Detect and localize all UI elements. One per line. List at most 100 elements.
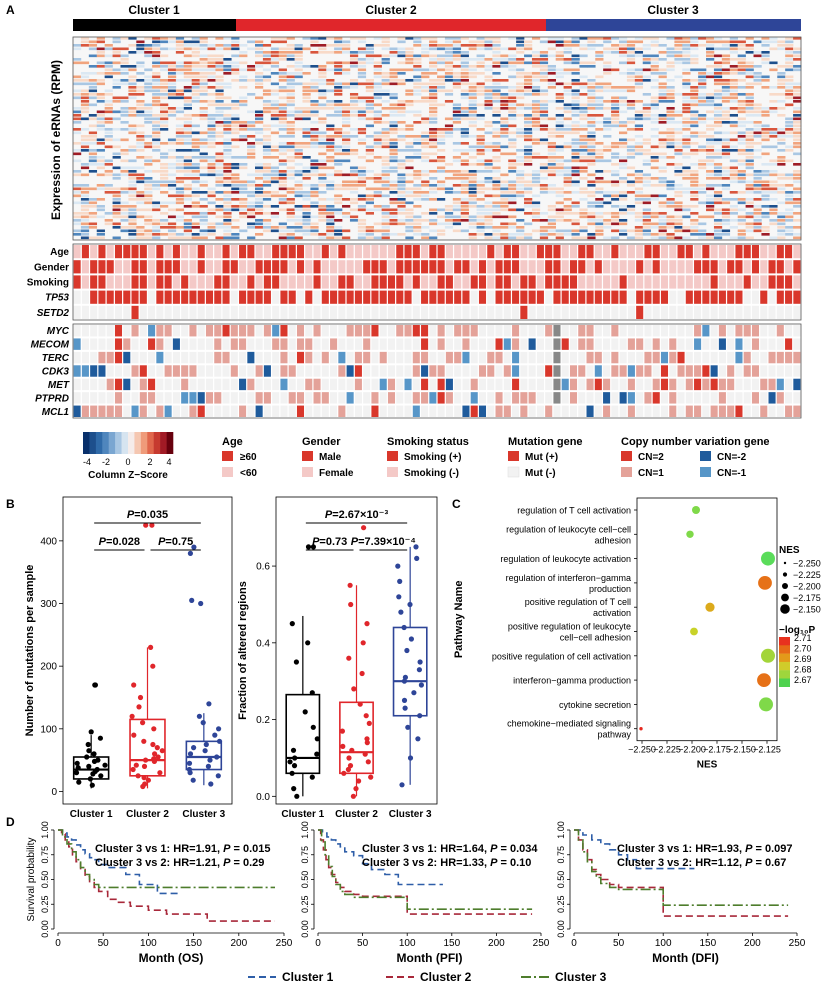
heatmap-cell: [294, 54, 303, 58]
heatmap-cell: [516, 219, 525, 222]
annotation-cell: [429, 245, 437, 259]
annotation-cell: [114, 245, 123, 259]
heatmap-cell: [183, 194, 192, 198]
heatmap-cell: [785, 82, 794, 86]
heatmap-cell: [713, 142, 723, 145]
heatmap-cell: [737, 61, 746, 65]
heatmap-cell: [579, 236, 588, 240]
annotation-cell: [437, 405, 445, 417]
heatmap-cell: [144, 215, 153, 219]
heatmap-cell: [492, 170, 501, 173]
heatmap-cell: [603, 128, 612, 131]
annotation-cell: [785, 351, 793, 364]
heatmap-cell: [516, 180, 525, 184]
heatmap-cell: [531, 103, 541, 107]
heatmap-cell: [278, 184, 287, 187]
cluster-label-2: Cluster 2: [365, 3, 417, 17]
heatmap-cell: [334, 212, 343, 215]
heatmap-cell: [167, 110, 177, 114]
heatmap-cell: [500, 145, 509, 149]
heatmap-cell: [278, 37, 287, 40]
heatmap-cell: [468, 222, 477, 226]
annotation-cell: [768, 275, 776, 289]
annotation-cell: [404, 325, 412, 337]
heatmap-cell: [698, 149, 707, 152]
heatmap-cell: [357, 128, 367, 131]
heatmap-cell: [721, 212, 731, 215]
heatmap-cell: [373, 187, 382, 191]
annotation-cell: [487, 325, 495, 337]
heatmap-cell: [508, 65, 517, 68]
heatmap-cell: [286, 236, 295, 240]
y-tick-label: 200: [40, 662, 57, 673]
heatmap-cell: [144, 222, 153, 226]
heatmap-cell: [175, 117, 185, 121]
annotation-cell: [247, 325, 255, 337]
heatmap-cell: [334, 37, 343, 40]
annotation-cell: [106, 245, 114, 259]
heatmap-cell: [437, 128, 446, 131]
annotation-cell: [114, 351, 123, 364]
heatmap-cell: [231, 54, 240, 58]
heatmap-cell: [429, 191, 438, 194]
heatmap-cell: [286, 103, 295, 107]
annotation-cell: [214, 392, 222, 404]
heatmap-cell: [429, 110, 438, 114]
heatmap-cell: [761, 37, 770, 40]
heatmap-cell: [381, 222, 390, 226]
annotation-cell: [727, 290, 735, 304]
heatmap-cell: [96, 100, 105, 103]
heatmap-cell: [587, 131, 596, 135]
heatmap-cell: [674, 51, 683, 54]
annotation-cell: [793, 405, 801, 417]
heatmap-cell: [579, 37, 588, 40]
annotation-cell: [685, 260, 693, 274]
heatmap-cell: [555, 124, 564, 128]
heatmap-cell: [144, 37, 153, 40]
heatmap-cell: [302, 208, 311, 212]
annotation-cell: [793, 325, 801, 337]
annotation-cell: [123, 290, 131, 304]
heatmap-cell: [318, 89, 327, 93]
annotation-cell: [330, 351, 338, 364]
annotation-cell: [512, 245, 520, 259]
heatmap-cell: [160, 233, 169, 236]
annotation-cell: [288, 305, 296, 319]
heatmap-cell: [286, 201, 295, 205]
heatmap-cell: [365, 117, 374, 121]
annotation-cell: [545, 365, 553, 377]
heatmap-cell: [381, 37, 390, 40]
heatmap-cell: [516, 191, 525, 194]
heatmap-cell: [389, 124, 398, 128]
heatmap-cell: [215, 100, 224, 103]
heatmap-cell: [682, 51, 691, 54]
heatmap-cell: [745, 75, 754, 79]
age-swatch: [222, 467, 233, 477]
annotation-cell: [313, 245, 321, 259]
heatmap-cell: [318, 236, 327, 240]
heatmap-cell: [777, 229, 786, 233]
heatmap-cell: [721, 117, 731, 121]
heatmap-cell: [555, 219, 564, 222]
heatmap-cell: [500, 215, 509, 219]
annotation-cell: [263, 260, 271, 274]
heatmap-cell: [357, 51, 367, 54]
annotation-cell: [785, 245, 793, 259]
heatmap-cell: [729, 131, 738, 135]
heatmap-cell: [223, 170, 232, 173]
annotation-cell: [330, 245, 338, 259]
heatmap-cell: [270, 61, 280, 65]
heatmap-cell: [508, 184, 517, 187]
heatmap-cell: [531, 72, 541, 75]
heatmap-cell: [302, 131, 311, 135]
heatmap-cell: [737, 54, 746, 58]
annotation-cell: [354, 325, 362, 337]
heatmap-cell: [302, 191, 311, 194]
heatmap-cell: [144, 201, 153, 205]
heatmap-cell: [500, 103, 509, 107]
heatmap-cell: [334, 173, 343, 177]
heatmap-cell: [207, 212, 216, 215]
data-point: [186, 766, 192, 773]
heatmap-cell: [476, 114, 485, 117]
heatmap-cell: [199, 233, 208, 236]
